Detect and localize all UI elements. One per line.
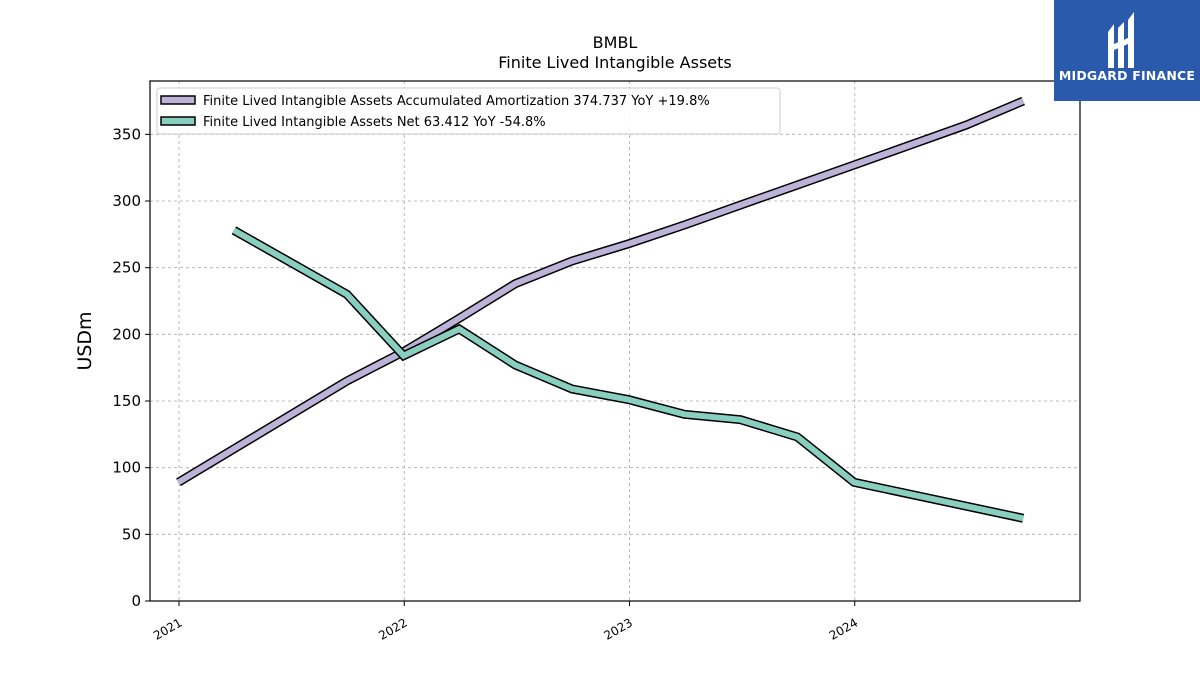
y-tick-label: 0 xyxy=(131,592,141,610)
legend: Finite Lived Intangible Assets Accumulat… xyxy=(156,87,781,135)
series-line-2 xyxy=(231,226,1025,523)
y-tick-label: 200 xyxy=(112,325,141,343)
series-outline xyxy=(176,96,1025,487)
x-tick-label: 2021 xyxy=(151,615,184,642)
legend-label: Finite Lived Intangible Assets Accumulat… xyxy=(203,94,710,109)
brand-logo: MIDGARD FINANCE xyxy=(1054,0,1200,101)
brand-logo-icon xyxy=(1108,12,1134,68)
series-line-1 xyxy=(176,96,1025,487)
legend-swatch xyxy=(160,116,196,126)
y-tick-label: 50 xyxy=(122,525,141,543)
y-tick-label: 350 xyxy=(112,125,141,143)
chart-title: BMBL xyxy=(593,33,638,52)
legend-label: Finite Lived Intangible Assets Net 63.41… xyxy=(203,115,546,130)
y-axis-label: USDm xyxy=(74,311,96,370)
y-tick-label: 250 xyxy=(112,259,141,277)
x-tick-label: 2022 xyxy=(376,615,409,642)
plot-frame xyxy=(149,80,1081,602)
x-tick-label: 2023 xyxy=(602,615,635,642)
series-path xyxy=(232,227,1024,522)
legend-swatch xyxy=(160,95,196,105)
chart-subtitle: Finite Lived Intangible Assets xyxy=(498,53,731,72)
x-tick-label: 2024 xyxy=(827,615,860,642)
legend-box xyxy=(156,87,781,135)
axis-ticks: 0 50 100 150 200 250 300 350 2021 2022 2023 2024 xyxy=(112,125,860,643)
series-path xyxy=(176,98,1025,485)
brand-logo-text: MIDGARD FINANCE xyxy=(1058,68,1196,83)
y-tick-label: 100 xyxy=(112,459,141,477)
grid xyxy=(150,81,1080,601)
series-layer xyxy=(176,96,1025,523)
y-tick-label: 300 xyxy=(112,192,141,210)
y-tick-label: 150 xyxy=(112,392,141,410)
